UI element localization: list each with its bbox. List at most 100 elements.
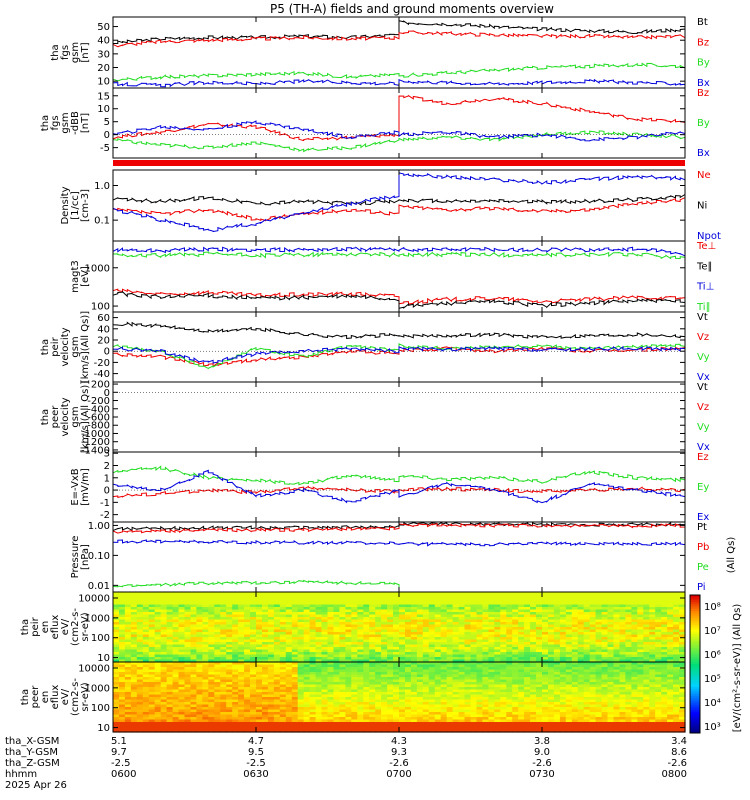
heat-cell xyxy=(416,614,424,618)
heat-cell xyxy=(220,717,227,721)
heat-cell xyxy=(553,602,561,606)
heat-cell xyxy=(190,697,198,701)
heat-cell xyxy=(160,599,168,603)
heat-cell xyxy=(422,727,430,731)
heat-cell xyxy=(428,687,436,691)
heat-cell xyxy=(643,597,650,601)
heat-cell xyxy=(548,634,555,638)
legend-entry: Ne xyxy=(697,170,711,181)
heat-cell xyxy=(154,647,162,651)
heat-cell xyxy=(434,632,442,636)
heat-cell xyxy=(488,602,495,606)
heat-cell xyxy=(363,627,370,631)
heat-cell xyxy=(345,637,352,641)
heat-cell xyxy=(351,659,358,663)
heat-cell xyxy=(512,692,519,696)
heat-cell xyxy=(262,687,269,691)
heat-cell xyxy=(148,634,156,638)
heat-cell xyxy=(655,612,662,616)
heat-cell xyxy=(196,622,203,626)
heat-cell xyxy=(279,694,287,698)
heat-cell xyxy=(500,689,507,693)
heat-cell xyxy=(339,677,346,681)
y-axis-label: velocity xyxy=(60,397,71,436)
heat-cell xyxy=(333,617,341,621)
heat-cell xyxy=(172,652,180,656)
heat-cell xyxy=(548,609,555,613)
heat-cell xyxy=(607,647,615,651)
heat-cell xyxy=(661,647,668,651)
heat-cell xyxy=(244,662,251,666)
heat-cell xyxy=(136,657,144,661)
heat-cell xyxy=(643,614,650,618)
heat-cell xyxy=(113,597,120,601)
heat-cell xyxy=(381,619,388,623)
heat-cell xyxy=(434,687,442,691)
heat-cell xyxy=(512,727,519,731)
heat-cell xyxy=(238,719,245,723)
heat-cell xyxy=(399,597,406,601)
heat-cell xyxy=(119,682,126,686)
heat-cell xyxy=(494,722,501,726)
heat-cell xyxy=(202,699,209,703)
heat-cell xyxy=(303,657,311,661)
heat-cell xyxy=(238,682,245,686)
heat-cell xyxy=(375,594,382,598)
heat-cell xyxy=(482,642,489,646)
heat-cell xyxy=(405,609,412,613)
heat-cell xyxy=(464,717,472,721)
heat-cell xyxy=(238,639,245,643)
heat-cell xyxy=(130,662,138,666)
heat-cell xyxy=(422,669,430,673)
heat-cell xyxy=(500,679,507,683)
heat-cell xyxy=(196,724,203,728)
heat-cell xyxy=(434,664,442,668)
heat-cell xyxy=(482,719,489,723)
heat-cell xyxy=(327,622,335,626)
heat-cell xyxy=(649,642,656,646)
heat-cell xyxy=(184,702,192,706)
heat-cell xyxy=(166,689,174,693)
heat-cell xyxy=(488,622,495,626)
heat-cell xyxy=(661,649,668,653)
heat-cell xyxy=(309,702,317,706)
heat-cell xyxy=(387,592,394,596)
heat-cell xyxy=(113,724,120,728)
heat-cell xyxy=(184,687,192,691)
heat-cell xyxy=(130,622,138,626)
heat-cell xyxy=(500,707,507,711)
heat-cell xyxy=(190,677,198,681)
heat-cell xyxy=(369,647,376,651)
heat-cell xyxy=(548,639,555,643)
heat-cell xyxy=(518,624,525,628)
heat-cell xyxy=(291,614,299,618)
heat-cell xyxy=(387,674,394,678)
heat-cell xyxy=(244,644,251,648)
heat-cell xyxy=(130,719,138,723)
heat-cell xyxy=(565,634,573,638)
heat-cell xyxy=(458,709,466,713)
heat-cell xyxy=(327,727,335,731)
heat-cell xyxy=(482,652,489,656)
heat-cell xyxy=(327,644,335,648)
heat-cell xyxy=(226,614,233,618)
heat-cell xyxy=(232,602,239,606)
heat-cell xyxy=(166,694,174,698)
heat-cell xyxy=(530,594,537,598)
heat-cell xyxy=(553,609,561,613)
heat-cell xyxy=(393,644,400,648)
heat-cell xyxy=(172,649,180,653)
heat-cell xyxy=(524,592,531,596)
heat-cell xyxy=(524,674,531,678)
heat-cell xyxy=(357,724,364,728)
heat-cell xyxy=(363,652,370,656)
heat-cell xyxy=(339,612,346,616)
heat-cell xyxy=(434,669,442,673)
heat-cell xyxy=(363,592,370,596)
y-axis-label: -dBB xyxy=(70,111,81,135)
heat-cell xyxy=(333,687,341,691)
heat-cell xyxy=(613,629,621,633)
heat-cell xyxy=(387,677,394,681)
heat-cell xyxy=(357,594,364,598)
heat-cell xyxy=(369,687,376,691)
